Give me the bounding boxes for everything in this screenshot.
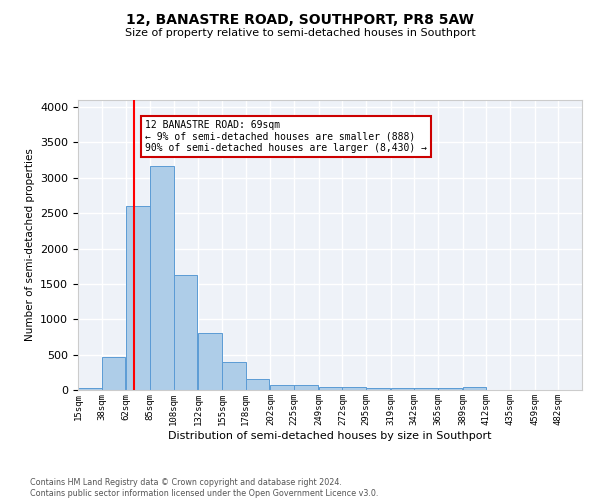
Y-axis label: Number of semi-detached properties: Number of semi-detached properties [25,148,35,342]
Bar [391,388,415,390]
Bar [438,388,461,390]
Bar [343,387,366,390]
Text: Contains HM Land Registry data © Crown copyright and database right 2024.
Contai: Contains HM Land Registry data © Crown c… [30,478,379,498]
Text: Size of property relative to semi-detached houses in Southport: Size of property relative to semi-detach… [125,28,475,38]
Bar [415,388,438,390]
Bar [101,358,125,390]
Bar [271,384,294,390]
Bar [319,387,343,390]
Bar [150,166,173,390]
Bar [294,386,317,390]
Bar [173,274,197,390]
Text: 12, BANASTRE ROAD, SOUTHPORT, PR8 5AW: 12, BANASTRE ROAD, SOUTHPORT, PR8 5AW [126,12,474,26]
Bar [463,387,487,390]
Bar [199,332,222,390]
Bar [78,388,101,390]
Bar [245,379,269,390]
Text: 12 BANASTRE ROAD: 69sqm
← 9% of semi-detached houses are smaller (888)
90% of se: 12 BANASTRE ROAD: 69sqm ← 9% of semi-det… [145,120,427,153]
Bar [127,206,150,390]
X-axis label: Distribution of semi-detached houses by size in Southport: Distribution of semi-detached houses by … [168,430,492,440]
Bar [366,388,389,390]
Bar [222,362,245,390]
